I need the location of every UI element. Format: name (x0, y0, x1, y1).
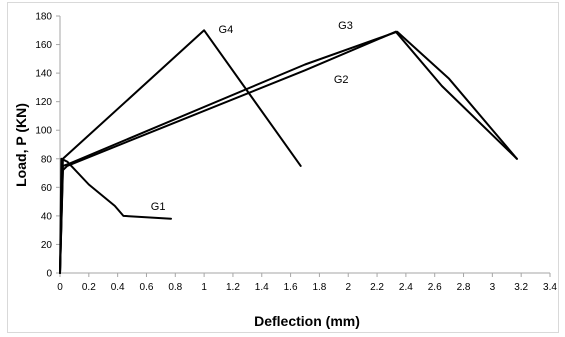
y-tick-label: 180 (35, 12, 52, 23)
x-tick-label: 1.4 (255, 282, 269, 293)
y-tick-label: 60 (41, 183, 53, 194)
y-axis-title: Load, P (KN) (13, 103, 29, 187)
series-line-g4 (59, 29, 302, 274)
x-tick-label: 0.4 (111, 282, 125, 293)
series-label-g2: G2 (334, 74, 349, 86)
x-tick-label: 3.4 (543, 282, 557, 293)
x-tick-label: 0 (57, 282, 63, 293)
x-tick-label: 0.6 (140, 282, 154, 293)
series-label-g4: G4 (219, 24, 234, 36)
y-tick-label: 80 (41, 154, 53, 165)
series-labels: G1 G2 G3 G4 (151, 20, 353, 213)
x-tick-label: 2.2 (370, 282, 384, 293)
y-tick-label: 20 (41, 240, 53, 251)
y-tick-label: 140 (35, 69, 52, 80)
x-tick-label: 2.8 (457, 282, 471, 293)
x-axis-title: Deflection (mm) (254, 313, 360, 329)
y-tick-label: 100 (35, 126, 52, 137)
x-tick-label: 0.8 (168, 282, 182, 293)
x-tick-label: 1.2 (226, 282, 240, 293)
x-tick-label: 3.2 (514, 282, 528, 293)
x-tick-label: 1 (201, 282, 207, 293)
y-tick-label: 40 (41, 211, 53, 222)
x-axis-ticks: 0 0.2 0.4 0.6 0.8 1 1.2 1.4 1.6 1.8 2 2.2 2.4 2.6 2.8 3… (57, 273, 557, 293)
y-tick-label: 0 (46, 269, 52, 280)
x-tick-label: 1.6 (284, 282, 298, 293)
series-label-g3: G3 (338, 20, 353, 32)
x-tick-label: 2.6 (428, 282, 442, 293)
x-tick-label: 2 (345, 282, 351, 293)
series-line-g1 (59, 157, 172, 274)
series-line-g2 (59, 30, 518, 274)
series-label-g1: G1 (151, 201, 166, 213)
x-tick-label: 0.2 (82, 282, 96, 293)
y-tick-label: 120 (35, 97, 52, 108)
x-tick-label: 2.4 (399, 282, 413, 293)
series-line-g3 (59, 30, 518, 274)
x-tick-label: 1.8 (312, 282, 326, 293)
chart-frame (7, 2, 559, 333)
y-tick-label: 160 (35, 40, 52, 51)
series-lines (59, 29, 518, 274)
y-axis-ticks: 0 20 40 60 80 100 120 140 160 180 (35, 12, 60, 280)
x-tick-label: 3 (490, 282, 496, 293)
